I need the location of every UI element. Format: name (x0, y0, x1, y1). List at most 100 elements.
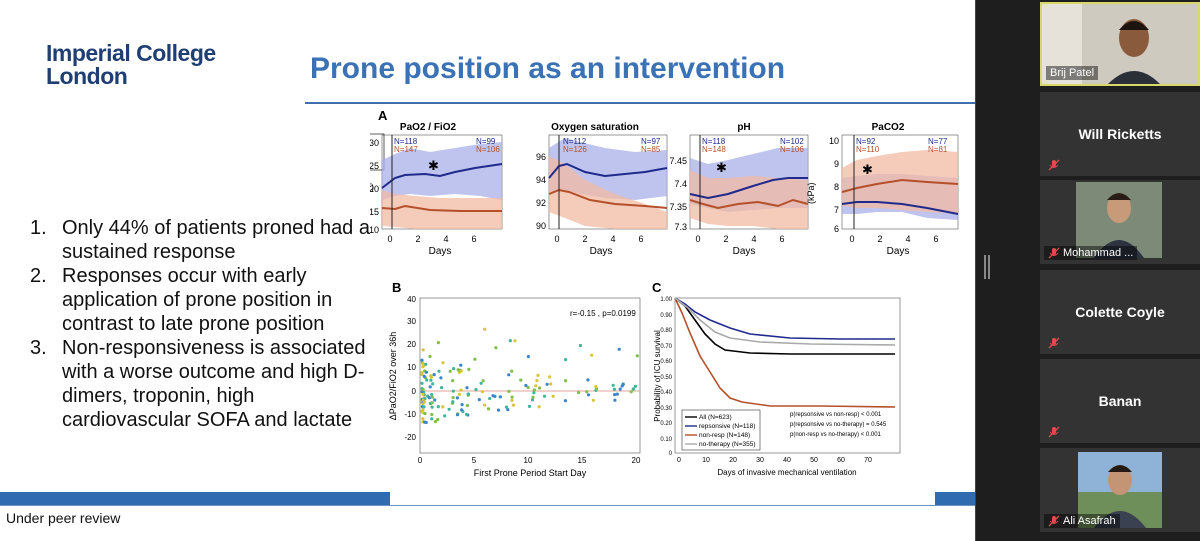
scatter-point (448, 369, 452, 373)
y-tick: 10 (370, 225, 379, 235)
y-tick: 0 (412, 387, 417, 396)
scatter-point (433, 420, 438, 424)
small-plot-title: PaCO2 (872, 122, 905, 133)
x-tick: 10 (524, 456, 533, 465)
y-tick: 0.10 (660, 437, 672, 443)
scatter-point (451, 389, 455, 393)
y-tick: 0.20 (660, 421, 672, 427)
y-tick: 9 (834, 159, 839, 169)
participant-tile-mohammad[interactable]: Mohammad ... (1040, 180, 1200, 264)
mic-muted-icon (1048, 515, 1060, 527)
participant-name: Mohammad ... (1063, 247, 1134, 259)
photo-hair (1107, 193, 1131, 200)
scatter-point (536, 373, 540, 377)
participant-tile-brij-patel[interactable]: Brij Patel (1040, 2, 1200, 86)
participant-tile-will-ricketts[interactable]: Will Ricketts (1040, 92, 1200, 176)
scatter-point (420, 358, 424, 362)
scatter-point (459, 388, 463, 392)
participant-tile-banan[interactable]: Banan (1040, 359, 1200, 443)
participant-tile-colette-coyle[interactable]: Colette Coyle (1040, 270, 1200, 354)
x-tick: 0 (677, 457, 681, 464)
x-tick: 4 (905, 234, 910, 244)
participant-name-label: Mohammad ... (1044, 246, 1138, 260)
scatter-point (420, 381, 424, 385)
panel-resize-handle[interactable] (984, 255, 990, 279)
x-tick: 2 (415, 234, 420, 244)
x-axis-label: Days (590, 246, 613, 257)
scatter-point (451, 396, 455, 400)
n-top-left: N=118 (394, 137, 418, 146)
y-tick: 0 (669, 451, 673, 457)
scatter-point (439, 376, 443, 380)
x-tick: 20 (632, 456, 641, 465)
participant-tile-ali-asafrah[interactable]: Ali Asafrah (1040, 448, 1200, 532)
scatter-point (586, 378, 590, 382)
y-tick: 0.80 (660, 328, 672, 334)
scatter-point (456, 368, 460, 372)
x-tick: 6 (779, 234, 784, 244)
scatter-point (629, 390, 633, 394)
x-tick: 0 (695, 234, 700, 244)
scatter-point (534, 384, 538, 388)
scatter-point (460, 403, 464, 407)
y-tick: 20 (370, 184, 379, 194)
scatter-point (615, 392, 619, 396)
x-tick: 15 (578, 456, 587, 465)
panel-a-label: A (378, 108, 388, 123)
x-tick: 0 (849, 234, 854, 244)
scatter-annotation: r=-0.15 , p=0.0199 (570, 309, 636, 318)
scatter-point (422, 400, 426, 404)
responsive-line (689, 177, 808, 200)
scatter-point (545, 382, 549, 386)
panel-b-label: B (392, 280, 401, 295)
panel-c-label: C (652, 280, 662, 295)
scatter-point (594, 385, 598, 389)
x-tick: 0 (554, 234, 559, 244)
small-plot-oxygen-saturation: Oxygen saturation N=112 N=126 N=97 N=85 … (536, 122, 668, 257)
scatter-point (577, 391, 581, 395)
y-tick: 6 (834, 224, 839, 234)
y-tick: 90 (536, 221, 546, 231)
photo-face (1108, 465, 1132, 495)
scatter-point (447, 407, 451, 411)
scatter-point (481, 379, 485, 383)
scatter-point (423, 420, 427, 424)
presentation-slide: Imperial College London Prone position a… (0, 41, 975, 526)
y-tick: 1.00 (660, 297, 672, 303)
scatter-point (436, 417, 440, 422)
n-top-right: N=97 (641, 137, 661, 146)
scatter-point (621, 382, 625, 387)
footer-text: Under peer review (6, 510, 121, 526)
small-plot-pao2-fio2: PaO2 / FiO2 ✱ N=118 N=147 N=99 N=106 30 … (370, 122, 503, 257)
responsive-band (382, 142, 502, 200)
scatter-point (480, 390, 484, 394)
scatter-point (441, 361, 445, 365)
legend-label-responsive: repsonsive (N=118) (699, 423, 755, 430)
slide-title: Prone position as an intervention (310, 52, 786, 85)
scatter-point (436, 341, 440, 345)
scatter-point (420, 371, 424, 375)
scatter-point (422, 405, 426, 409)
x-tick: 30 (756, 457, 764, 464)
p-value: p(repsonsive vs non-resp) < 0.001 (790, 412, 882, 418)
y-tick: 0.60 (660, 359, 672, 365)
significance-star: ✱ (716, 160, 727, 175)
responsive-line (381, 163, 503, 189)
n-top-left: N=92 (856, 137, 876, 146)
footer-accent-bar-right (935, 492, 975, 505)
scatter-point (420, 409, 424, 413)
scatter-point (510, 395, 514, 399)
scatter-point (425, 378, 429, 382)
y-tick: 40 (407, 295, 416, 304)
scatter-point (430, 392, 434, 397)
bullet-item: 1. Only 44% of patients proned had a sust… (30, 216, 375, 264)
n-bot-left: N=110 (856, 145, 880, 154)
scatter-point (564, 379, 568, 383)
scatter-point (508, 339, 512, 343)
survival-no-therapy-line (674, 297, 896, 346)
scatter-point (483, 327, 487, 331)
profile-photo (1076, 182, 1162, 258)
scatter-point (465, 403, 469, 408)
scatter-point (591, 398, 595, 402)
scatter-point (532, 388, 536, 392)
